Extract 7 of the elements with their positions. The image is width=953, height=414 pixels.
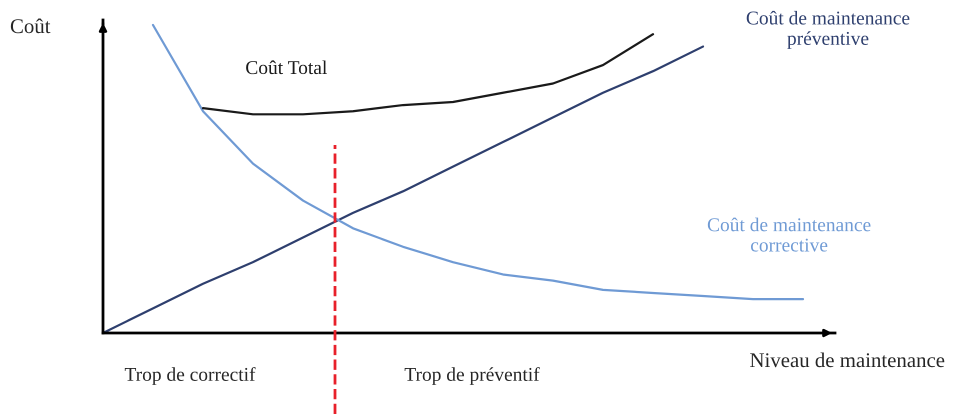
text: Trop de correctif bbox=[124, 367, 256, 385]
x-axis-title: Niveau de maintenance bbox=[750, 352, 944, 368]
text: Coût de maintenance corrective bbox=[708, 218, 871, 252]
text: Coût de maintenance préventive bbox=[746, 10, 910, 49]
y-axis-title: Coût bbox=[10, 18, 50, 34]
text: Trop de préventif bbox=[404, 367, 540, 385]
series-label: Coût Total bbox=[246, 60, 327, 74]
